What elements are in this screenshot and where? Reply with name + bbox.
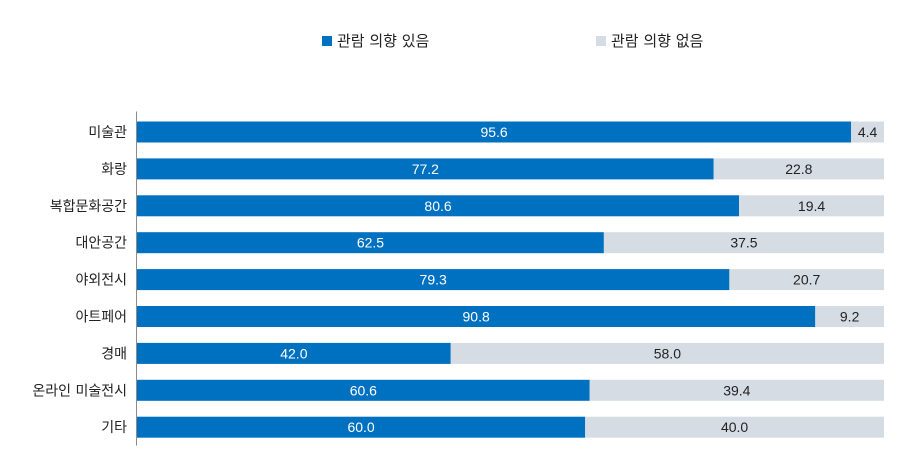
data-label: 80.6 xyxy=(424,198,451,214)
bar-segment-yes xyxy=(137,158,714,180)
bar-segment-no xyxy=(585,416,884,438)
data-label: 58.0 xyxy=(654,345,681,361)
bar-row: 아트페어 90.8 9.2 xyxy=(75,306,884,327)
data-label: 62.5 xyxy=(357,235,384,251)
bar-segment-yes xyxy=(137,342,451,364)
category-label: 미술관 xyxy=(88,125,127,141)
bar-row: 야외전시 79.3 20.7 xyxy=(75,269,884,291)
bar-row: 대안공간 62.5 37.5 xyxy=(75,232,884,254)
bar-row: 복합문화공간 80.6 19.4 xyxy=(50,195,884,217)
bar-segment-no xyxy=(851,121,884,143)
data-label: 77.2 xyxy=(412,161,439,177)
data-label: 19.4 xyxy=(798,198,825,214)
data-label: 42.0 xyxy=(280,345,307,361)
data-label: 39.4 xyxy=(723,382,750,398)
bar-segment-yes xyxy=(137,306,816,327)
bar-segment-yes xyxy=(137,416,586,438)
data-label: 37.5 xyxy=(730,235,757,251)
category-label: 야외전시 xyxy=(75,273,127,289)
category-label: 화랑 xyxy=(101,162,127,178)
bar-segment-no xyxy=(713,158,884,180)
data-label: 60.6 xyxy=(350,382,377,398)
category-label: 복합문화공간 xyxy=(50,199,127,215)
category-label: 경매 xyxy=(101,346,127,362)
legend-label: 관람 의향 있음 xyxy=(337,32,429,50)
bar-segment-yes xyxy=(137,379,590,401)
legend-item: 관람 의향 있음 xyxy=(322,32,429,50)
bar-segment-yes xyxy=(137,195,740,217)
data-label: 4.4 xyxy=(858,124,878,140)
category-label: 대안공간 xyxy=(75,236,127,252)
bar-row: 온라인 미술전시 60.6 39.4 xyxy=(32,379,884,401)
data-label: 9.2 xyxy=(840,309,860,325)
bars: 미술관 95.6 4.4 화랑 77.2 22.8 복합문화공간 80.6 19.4 대안공간 62… xyxy=(32,121,884,438)
data-label: 22.8 xyxy=(785,161,812,177)
category-label: 온라인 미술전시 xyxy=(32,383,127,399)
data-label: 79.3 xyxy=(420,272,447,288)
category-label: 아트페어 xyxy=(75,310,127,326)
legend-item: 관람 의향 없음 xyxy=(596,32,703,50)
data-label: 90.8 xyxy=(463,309,490,325)
data-label: 40.0 xyxy=(721,419,748,435)
legend-label: 관람 의향 없음 xyxy=(611,32,703,50)
data-label: 95.6 xyxy=(480,124,507,140)
bar-segment-no xyxy=(729,269,884,291)
bar-segment-yes xyxy=(137,232,604,254)
bar-segment-no xyxy=(739,195,884,217)
bar-segment-yes xyxy=(137,269,730,291)
bar-segment-no xyxy=(603,232,884,254)
legend-swatch xyxy=(596,36,606,46)
bar-segment-no xyxy=(450,342,884,364)
bar-row: 기타 60.0 40.0 xyxy=(101,416,884,438)
bar-row: 미술관 95.6 4.4 xyxy=(88,121,884,143)
category-label: 기타 xyxy=(101,420,127,436)
data-label: 60.0 xyxy=(347,419,374,435)
bar-segment-yes xyxy=(137,121,852,143)
bar-segment-no xyxy=(589,379,884,401)
bar-row: 경매 42.0 58.0 xyxy=(101,342,884,364)
bar-segment-no xyxy=(815,306,884,327)
legend: 관람 의향 있음 관람 의향 없음 xyxy=(322,32,703,50)
bar-row: 화랑 77.2 22.8 xyxy=(101,158,884,180)
legend-swatch xyxy=(322,36,332,46)
data-label: 20.7 xyxy=(793,272,820,288)
